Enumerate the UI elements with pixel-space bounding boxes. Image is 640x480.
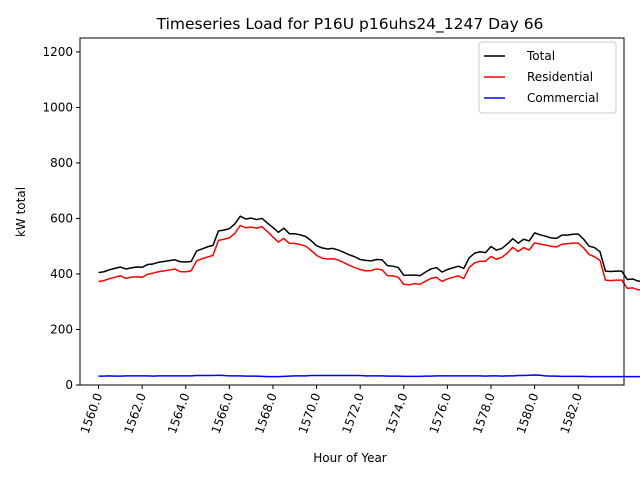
y-axis: 0 200 400 600 800 1000 1200: [42, 45, 80, 392]
plot-frame: [79, 37, 625, 386]
series-line-residential: [98, 224, 640, 291]
y-tick-label: 0: [65, 378, 73, 392]
y-tick-label: 800: [50, 156, 73, 170]
y-axis-label: kW total: [14, 187, 28, 237]
legend: Total Residential Commercial: [478, 41, 617, 114]
series-line-commercial: [98, 374, 640, 378]
series-lines: [98, 215, 640, 378]
legend-box: [478, 41, 617, 114]
y-tick-label: 1000: [42, 100, 73, 114]
legend-label-residential: Residential: [527, 70, 593, 84]
y-tick-label: 200: [50, 322, 73, 336]
legend-label-total: Total: [526, 49, 555, 63]
y-tick-label: 400: [50, 267, 73, 281]
x-axis-label: Hour of Year: [313, 451, 387, 465]
series-line-total: [98, 215, 640, 282]
chart-title: Timeseries Load for P16U p16uhs24_1247 D…: [156, 15, 544, 34]
y-tick-label: 600: [50, 211, 73, 225]
legend-label-commercial: Commercial: [527, 91, 599, 105]
y-tick-label: 1200: [42, 45, 73, 59]
